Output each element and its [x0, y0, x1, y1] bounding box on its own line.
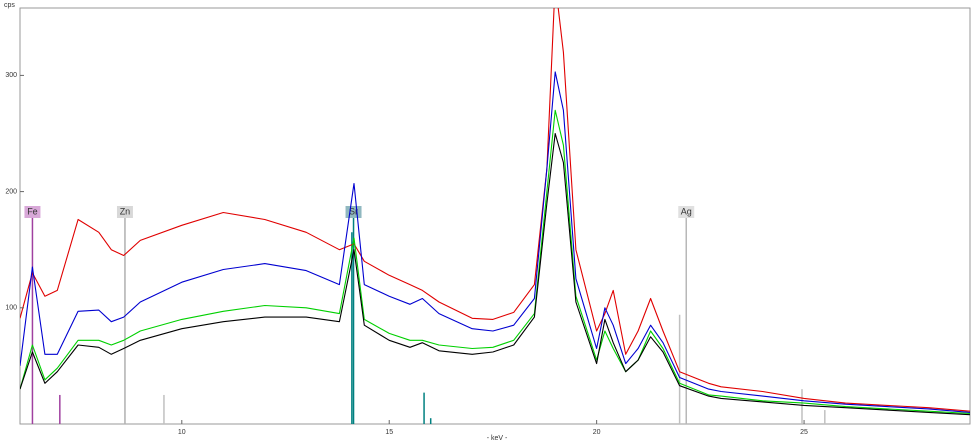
spectrum-line	[20, 71, 970, 413]
y-tick-label: 300	[5, 72, 17, 79]
x-axis-label: - keV -	[487, 435, 508, 442]
x-tick-label: 10	[178, 429, 186, 436]
y-axis-label: cps	[4, 2, 15, 9]
spectrum-line	[20, 109, 970, 415]
spectrum-line	[20, 132, 970, 416]
element-marker-label: Fe	[27, 206, 38, 216]
x-tick-label: 25	[800, 429, 808, 436]
spectrum-line	[20, 8, 970, 412]
element-marker-label: Ag	[681, 206, 692, 216]
x-tick-label: 15	[385, 429, 393, 436]
y-tick-label: 100	[5, 305, 17, 312]
plot-frame	[19, 7, 971, 425]
element-marker-box	[678, 206, 695, 218]
element-marker-label: Zn	[120, 206, 131, 216]
element-marker-box	[116, 206, 133, 218]
element-marker-label: Sr	[349, 206, 358, 216]
x-tick-label: 20	[593, 429, 601, 436]
plot-area: Fe Zn Sr Ag	[20, 8, 970, 424]
y-tick-label: 200	[5, 188, 17, 195]
element-marker-box	[24, 206, 41, 218]
